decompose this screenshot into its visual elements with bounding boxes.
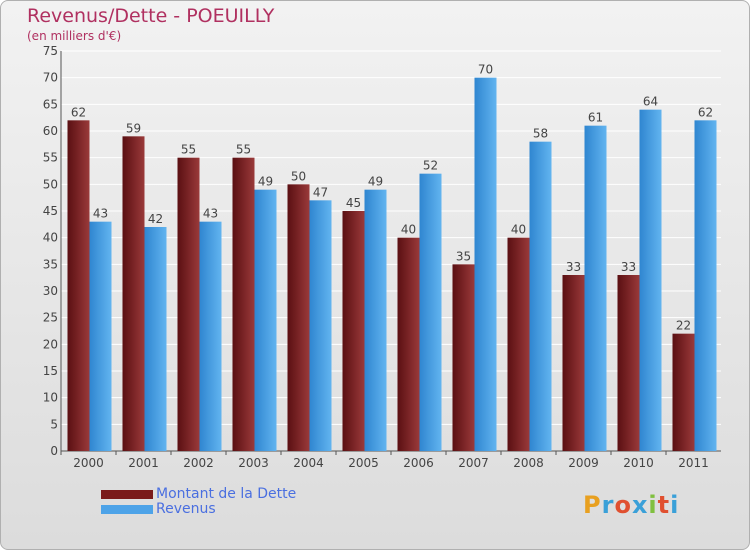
- data-label: 62: [698, 105, 713, 119]
- x-tick-label: 2004: [293, 456, 324, 470]
- bar-revenus: [89, 221, 112, 451]
- data-label: 35: [456, 249, 471, 263]
- y-tick-label: 65: [43, 97, 58, 111]
- data-label: 49: [258, 175, 273, 189]
- bar-revenus: [199, 221, 222, 451]
- x-tick-label: 2000: [73, 456, 104, 470]
- data-label: 33: [621, 260, 636, 274]
- bar-revenus: [474, 77, 497, 452]
- y-tick-label: 40: [43, 231, 58, 245]
- y-tick-label: 20: [43, 337, 58, 351]
- x-tick-label: 2002: [183, 456, 214, 470]
- x-tick-label: 2009: [568, 456, 599, 470]
- logo-letter: P: [583, 491, 602, 519]
- bar-dette: [67, 120, 90, 451]
- x-tick-label: 2001: [128, 456, 159, 470]
- legend-swatch-revenus: [101, 505, 153, 514]
- logo-letter: i: [648, 491, 658, 519]
- x-tick-label: 2011: [678, 456, 709, 470]
- y-tick-label: 35: [43, 257, 58, 271]
- bar-dette: [397, 237, 420, 451]
- legend-label-dette: Montant de la Dette: [156, 486, 297, 502]
- logo-letter: o: [614, 491, 632, 519]
- data-label: 40: [401, 223, 416, 237]
- data-label: 55: [181, 143, 196, 157]
- x-tick-label: 2006: [403, 456, 434, 470]
- data-label: 33: [566, 260, 581, 274]
- y-tick-label: 5: [50, 417, 58, 431]
- bar-revenus: [694, 120, 717, 451]
- data-label: 42: [148, 212, 163, 226]
- data-label: 49: [368, 175, 383, 189]
- bar-dette: [452, 264, 475, 451]
- bar-revenus: [419, 173, 442, 451]
- logo-letter: r: [601, 491, 615, 519]
- data-label: 45: [346, 196, 361, 210]
- y-tick-label: 70: [43, 71, 58, 85]
- bar-revenus: [529, 141, 552, 451]
- data-label: 64: [643, 95, 658, 109]
- x-tick-label: 2007: [458, 456, 489, 470]
- chart-subtitle: (en milliers d'€): [27, 29, 122, 43]
- bar-dette: [672, 333, 695, 451]
- logo-letter: x: [631, 491, 649, 519]
- data-label: 59: [126, 121, 141, 135]
- bar-dette: [507, 237, 530, 451]
- x-tick-label: 2003: [238, 456, 269, 470]
- logo-letter: t: [657, 491, 671, 519]
- data-label: 62: [71, 105, 86, 119]
- bar-dette: [177, 157, 200, 451]
- data-label: 40: [511, 223, 526, 237]
- y-tick-label: 30: [43, 284, 58, 298]
- y-tick-label: 55: [43, 151, 58, 165]
- chart-title: Revenus/Dette - POEUILLY: [27, 5, 275, 27]
- bar-revenus: [309, 200, 332, 451]
- bar-dette: [617, 275, 640, 451]
- bar-revenus: [584, 125, 607, 452]
- bar-revenus: [144, 227, 167, 451]
- y-tick-label: 75: [43, 44, 58, 58]
- data-label: 70: [478, 63, 493, 77]
- y-tick-label: 25: [43, 311, 58, 325]
- data-label: 22: [676, 319, 691, 333]
- data-label: 55: [236, 143, 251, 157]
- bar-revenus: [254, 189, 277, 451]
- data-label: 61: [588, 111, 603, 125]
- y-tick-label: 15: [43, 364, 58, 378]
- data-label: 58: [533, 127, 548, 141]
- y-tick-label: 10: [43, 391, 58, 405]
- legend-label-revenus: Revenus: [156, 501, 216, 517]
- data-label: 52: [423, 159, 438, 173]
- data-label: 50: [291, 169, 306, 183]
- data-label: 43: [203, 207, 218, 221]
- x-tick-label: 2008: [513, 456, 544, 470]
- y-tick-label: 0: [50, 444, 58, 458]
- bar-dette: [122, 136, 145, 452]
- data-label: 43: [93, 207, 108, 221]
- proxiti-logo: Proxiti: [583, 491, 679, 519]
- x-tick-label: 2010: [623, 456, 654, 470]
- bar-dette: [562, 275, 585, 451]
- bar-revenus: [639, 109, 662, 452]
- bar-dette: [287, 184, 310, 452]
- logo-letter: i: [670, 491, 680, 519]
- data-label: 47: [313, 185, 328, 199]
- legend-swatch-dette: [101, 490, 153, 499]
- y-tick-label: 45: [43, 204, 58, 218]
- y-tick-label: 50: [43, 177, 58, 191]
- bar-revenus: [364, 189, 387, 451]
- x-tick-label: 2005: [348, 456, 379, 470]
- bar-dette: [342, 211, 365, 451]
- y-tick-label: 60: [43, 124, 58, 138]
- bar-dette: [232, 157, 255, 451]
